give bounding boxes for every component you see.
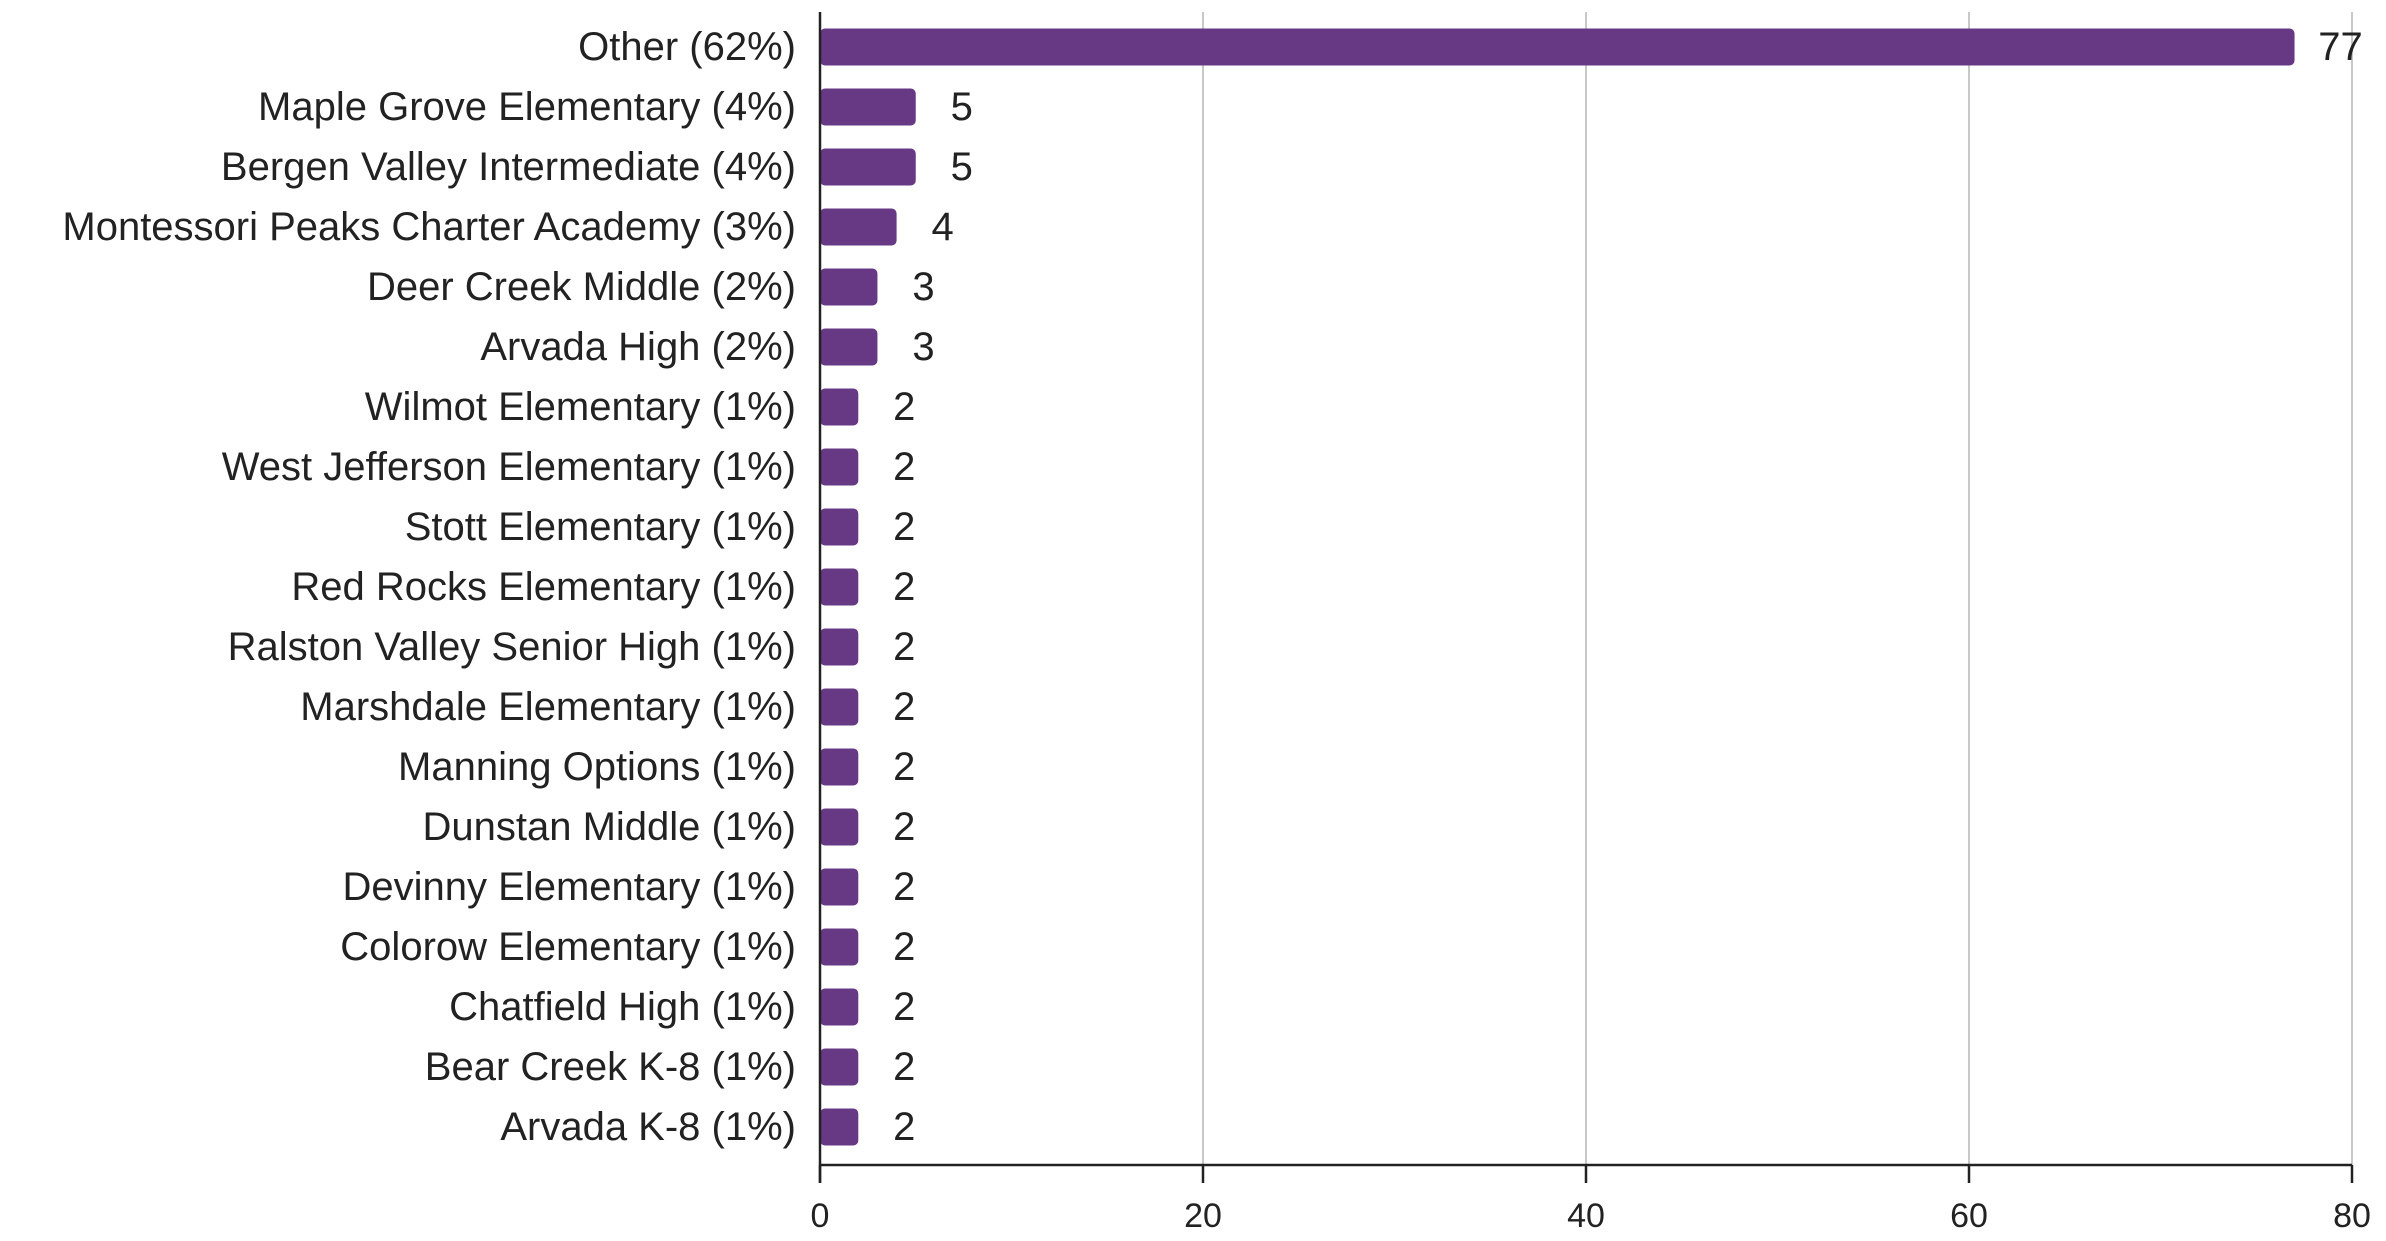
bar-14 (820, 868, 859, 906)
category-label-0: Other (62%) (578, 25, 796, 69)
bar-7 (820, 448, 859, 486)
bar-12 (820, 748, 859, 786)
bars (820, 28, 2295, 1146)
value-label-14: 2 (893, 865, 915, 909)
value-labels: 77 5 5 4 3 3 2 2 2 2 2 2 2 2 2 2 2 2 2 (893, 25, 2363, 1149)
category-label-5: Arvada High (2%) (480, 325, 796, 369)
value-label-16: 2 (893, 985, 915, 1029)
bar-5 (820, 328, 878, 366)
category-label-11: Marshdale Elementary (1%) (300, 685, 796, 729)
category-label-10: Ralston Valley Senior High (1%) (228, 625, 796, 669)
category-label-16: Chatfield High (1%) (449, 985, 796, 1029)
x-axis: 0 20 40 60 80 (811, 12, 2371, 1235)
value-label-12: 2 (893, 745, 915, 789)
bar-3 (820, 208, 897, 246)
value-label-1: 5 (951, 85, 973, 129)
bar-16 (820, 988, 859, 1026)
category-label-17: Bear Creek K-8 (1%) (425, 1045, 796, 1089)
category-label-12: Manning Options (1%) (398, 745, 796, 789)
bar-18 (820, 1108, 859, 1146)
category-label-2: Bergen Valley Intermediate (4%) (221, 145, 796, 189)
category-label-18: Arvada K-8 (1%) (500, 1105, 796, 1149)
category-label-4: Deer Creek Middle (2%) (367, 265, 796, 309)
value-label-3: 4 (931, 205, 953, 249)
grid-lines (1202, 12, 2353, 1165)
category-label-6: Wilmot Elementary (1%) (365, 385, 796, 429)
category-label-1: Maple Grove Elementary (4%) (258, 85, 796, 129)
category-label-15: Colorow Elementary (1%) (340, 925, 796, 969)
bar-6 (820, 388, 859, 426)
value-label-8: 2 (893, 505, 915, 549)
category-label-3: Montessori Peaks Charter Academy (3%) (62, 205, 796, 249)
category-labels: Other (62%) Maple Grove Elementary (4%) Be… (62, 25, 796, 1149)
bar-4 (820, 268, 878, 306)
x-tick-label-60: 60 (1950, 1197, 1988, 1235)
x-tick-label-80: 80 (2333, 1197, 2371, 1235)
bar-2 (820, 148, 916, 186)
bar-17 (820, 1048, 859, 1086)
bar-9 (820, 568, 859, 606)
value-label-5: 3 (912, 325, 934, 369)
value-label-7: 2 (893, 445, 915, 489)
bar-10 (820, 628, 859, 666)
value-label-10: 2 (893, 625, 915, 669)
bar-1 (820, 88, 916, 126)
value-label-6: 2 (893, 385, 915, 429)
value-label-9: 2 (893, 565, 915, 609)
x-tick-label-0: 0 (811, 1197, 830, 1235)
category-label-7: West Jefferson Elementary (1%) (222, 445, 796, 489)
bar-0 (820, 28, 2295, 66)
bar-13 (820, 808, 859, 846)
category-label-14: Devinny Elementary (1%) (343, 865, 797, 909)
x-tick-label-40: 40 (1567, 1197, 1605, 1235)
value-label-4: 3 (912, 265, 934, 309)
value-label-11: 2 (893, 685, 915, 729)
bar-15 (820, 928, 859, 966)
value-label-18: 2 (893, 1105, 915, 1149)
value-label-2: 5 (951, 145, 973, 189)
category-label-9: Red Rocks Elementary (1%) (291, 565, 796, 609)
value-label-13: 2 (893, 805, 915, 849)
bar-11 (820, 688, 859, 726)
value-label-15: 2 (893, 925, 915, 969)
bar-8 (820, 508, 859, 546)
value-label-0: 77 (2318, 25, 2363, 69)
category-label-13: Dunstan Middle (1%) (423, 805, 797, 849)
value-label-17: 2 (893, 1045, 915, 1089)
category-label-8: Stott Elementary (1%) (405, 505, 796, 549)
x-tick-label-20: 20 (1184, 1197, 1222, 1235)
